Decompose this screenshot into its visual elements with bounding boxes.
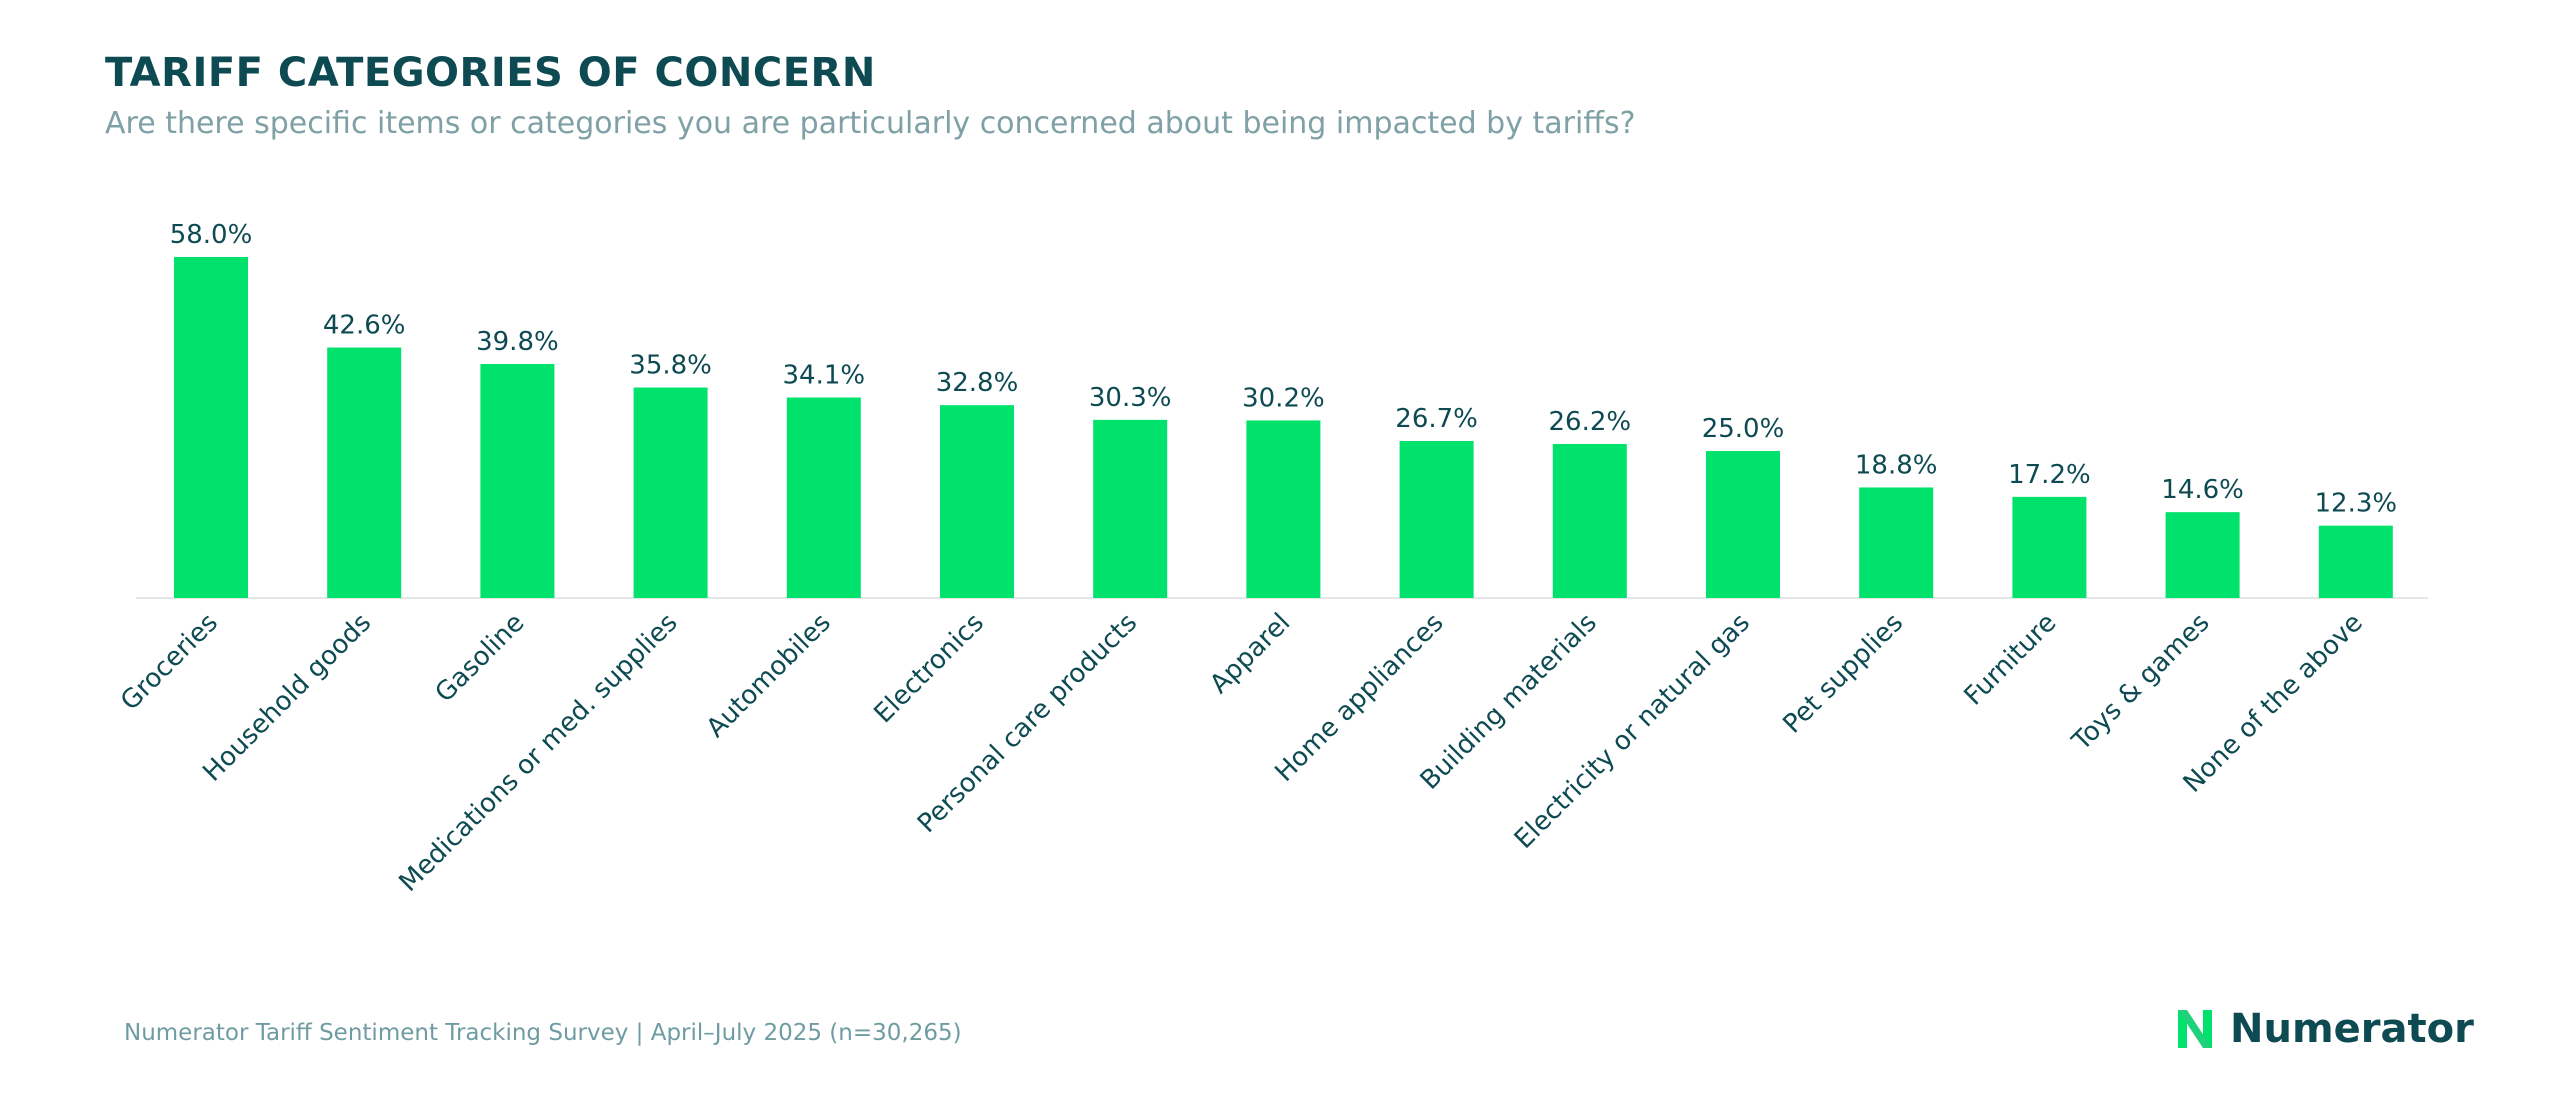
bar: [1399, 441, 1474, 598]
bar: [1552, 443, 1627, 598]
category-tick-label: Groceries: [115, 608, 224, 717]
numerator-n-logo-icon: [2178, 1010, 2212, 1048]
bar: [2165, 512, 2240, 598]
source-footnote: Numerator Tariff Sentiment Tracking Surv…: [124, 1020, 962, 1046]
bar: [1859, 487, 1934, 598]
data-label: 26.2%: [1548, 407, 1631, 437]
category-tick-label: Gasoline: [430, 608, 531, 709]
bar-chart: 58.0% Groceries 42.6% Household goods 39.8% G…: [115, 220, 2428, 898]
data-label: 26.7%: [1395, 404, 1478, 434]
bar: [174, 257, 248, 598]
bar: [2318, 525, 2393, 598]
category-tick-label: Home appliances: [1269, 608, 1449, 788]
category-tick-label: Household goods: [197, 608, 377, 788]
chart-title: TARIFF CATEGORIES OF CONCERN: [105, 50, 876, 96]
data-label: 14.6%: [2161, 475, 2244, 505]
data-label: 32.8%: [936, 368, 1019, 398]
category-tick-label: Furniture: [1959, 608, 2063, 712]
data-label: 30.3%: [1089, 383, 1172, 413]
bar: [940, 405, 1014, 598]
numerator-logo: Numerator: [2172, 1006, 2474, 1052]
chart-subtitle: Are there specific items or categories y…: [105, 106, 1636, 141]
data-label: 18.8%: [1855, 450, 1938, 480]
data-label: 42.6%: [323, 311, 406, 341]
data-label: 58.0%: [170, 220, 253, 250]
bar: [1246, 420, 1321, 598]
category-tick-label: Medications or med. supplies: [393, 608, 683, 898]
data-label: 39.8%: [476, 327, 559, 357]
bar: [480, 364, 555, 598]
data-label: 35.8%: [629, 351, 712, 381]
data-label: 34.1%: [782, 361, 865, 391]
data-label: 25.0%: [1702, 414, 1785, 444]
category-tick-label: Pet supplies: [1777, 608, 1909, 740]
logo-wordmark: Numerator: [2230, 1006, 2474, 1052]
data-label: 30.2%: [1242, 383, 1325, 413]
category-tick-label: Toys & games: [2066, 608, 2215, 757]
category-tick-label: Electronics: [869, 608, 990, 729]
bar: [2012, 496, 2087, 598]
bar: [327, 347, 402, 598]
category-tick-label: Automobiles: [701, 608, 837, 744]
data-label: 17.2%: [2008, 460, 2091, 490]
bar: [633, 387, 708, 598]
category-tick-label: Apparel: [1204, 608, 1296, 700]
bar: [786, 397, 861, 598]
data-label: 12.3%: [2314, 489, 2397, 519]
bar: [1093, 419, 1168, 598]
bar: [1706, 451, 1780, 598]
